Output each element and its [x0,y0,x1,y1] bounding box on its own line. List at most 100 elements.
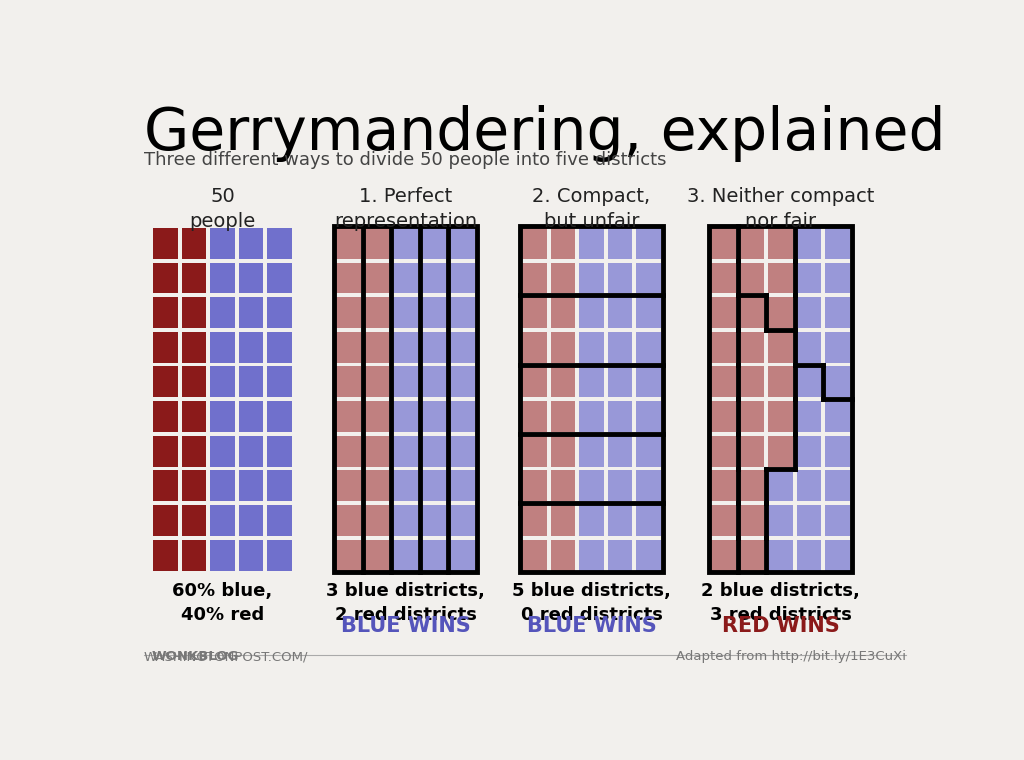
Text: 5 blue districts,
0 red districts: 5 blue districts, 0 red districts [512,582,671,624]
Bar [393,540,418,571]
Bar [768,540,793,571]
Bar [239,332,263,363]
Bar [825,366,850,397]
Bar [739,540,764,571]
Bar [712,228,736,258]
Bar [365,505,389,536]
Bar [580,366,604,397]
Bar [365,470,389,502]
Bar [451,401,475,432]
Bar [336,366,360,397]
Text: WASHINGTONPOST.COM/: WASHINGTONPOST.COM/ [143,651,308,663]
Bar [522,297,547,328]
Bar [451,540,475,571]
Bar [768,228,793,258]
Bar [768,366,793,397]
Bar [393,297,418,328]
Bar [267,332,292,363]
Text: 2. Compact,
but unfair: 2. Compact, but unfair [532,188,650,231]
Bar [181,435,207,467]
Bar [336,470,360,502]
Bar [181,401,207,432]
Bar [267,505,292,536]
Bar [336,228,360,258]
Bar [522,262,547,293]
Bar [336,297,360,328]
Bar [636,401,660,432]
Bar [607,505,632,536]
Bar [522,401,547,432]
Bar [210,297,234,328]
Bar [580,228,604,258]
Bar [365,262,389,293]
Bar [154,366,178,397]
Bar [825,228,850,258]
Bar [422,401,446,432]
Bar [422,435,446,467]
Bar [365,435,389,467]
Bar [580,401,604,432]
Bar [551,505,575,536]
Bar [393,366,418,397]
Bar [365,297,389,328]
Bar [336,540,360,571]
Bar [739,262,764,293]
Bar [797,470,821,502]
Bar [210,228,234,258]
Bar [712,262,736,293]
Bar [636,505,660,536]
Bar [551,435,575,467]
Bar [393,435,418,467]
Bar [422,470,446,502]
Bar [768,262,793,293]
Bar [393,401,418,432]
Bar [365,401,389,432]
Bar [451,262,475,293]
Bar [636,470,660,502]
Text: Gerrymandering, explained: Gerrymandering, explained [143,105,945,162]
Bar [825,470,850,502]
Bar [210,505,234,536]
Bar [154,540,178,571]
Bar [181,332,207,363]
Bar [607,435,632,467]
Bar [154,401,178,432]
Text: BLUE WINS: BLUE WINS [526,616,656,636]
Bar [551,332,575,363]
Bar [522,228,547,258]
Bar [825,401,850,432]
Bar [522,332,547,363]
Bar [797,228,821,258]
Bar [607,297,632,328]
Bar [422,262,446,293]
Bar [210,435,234,467]
Bar [607,401,632,432]
Bar [825,505,850,536]
Bar [393,228,418,258]
Bar [712,470,736,502]
Bar [267,470,292,502]
Bar [636,435,660,467]
Bar [181,297,207,328]
Bar [797,505,821,536]
Text: 1. Perfect
representation: 1. Perfect representation [334,188,477,231]
Bar [239,435,263,467]
Bar [607,332,632,363]
Text: 2 blue districts,
3 red districts: 2 blue districts, 3 red districts [701,582,860,624]
Bar [580,297,604,328]
Bar [239,297,263,328]
Bar [181,470,207,502]
Bar [768,297,793,328]
Bar [239,366,263,397]
Bar [336,401,360,432]
Text: BLUE WINS: BLUE WINS [341,616,470,636]
Bar [365,228,389,258]
Bar [710,226,852,572]
Bar [267,228,292,258]
Bar [607,366,632,397]
Bar [797,297,821,328]
Bar [181,540,207,571]
Bar [365,332,389,363]
Bar [422,505,446,536]
Bar [580,540,604,571]
